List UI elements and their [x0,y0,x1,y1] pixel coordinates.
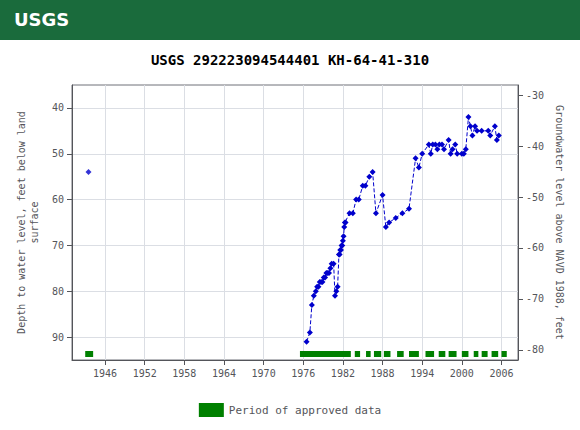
svg-text:90: 90 [52,332,64,343]
svg-text:1994: 1994 [410,368,434,379]
svg-text:80: 80 [52,286,64,297]
svg-text:surface: surface [29,201,40,243]
svg-text:-80: -80 [526,344,544,355]
svg-text:-30: -30 [526,90,544,101]
svg-text:70: 70 [52,240,64,251]
svg-text:1970: 1970 [252,368,276,379]
svg-text:USGS: USGS [14,9,69,30]
svg-text:1952: 1952 [133,368,157,379]
svg-text:Depth to water level, feet bel: Depth to water level, feet below land [16,111,27,334]
svg-text:-60: -60 [526,242,544,253]
svg-text:2006: 2006 [489,368,513,379]
svg-text:1988: 1988 [371,368,395,379]
svg-text:-50: -50 [526,192,544,203]
svg-text:2000: 2000 [450,368,474,379]
svg-text:50: 50 [52,148,64,159]
svg-text:Groundwater level above NAVD 1: Groundwater level above NAVD 1988, feet [554,105,565,340]
svg-text:-40: -40 [526,141,544,152]
svg-text:USGS 292223094544401 KH-64-41-: USGS 292223094544401 KH-64-41-310 [151,52,429,68]
svg-text:1982: 1982 [331,368,355,379]
svg-text:1946: 1946 [93,368,117,379]
svg-text:1964: 1964 [212,368,236,379]
svg-text:1958: 1958 [172,368,196,379]
svg-text:-70: -70 [526,293,544,304]
svg-text:60: 60 [52,194,64,205]
svg-text:40: 40 [52,102,64,113]
svg-text:Period of approved data: Period of approved data [229,404,381,417]
svg-text:1976: 1976 [291,368,315,379]
